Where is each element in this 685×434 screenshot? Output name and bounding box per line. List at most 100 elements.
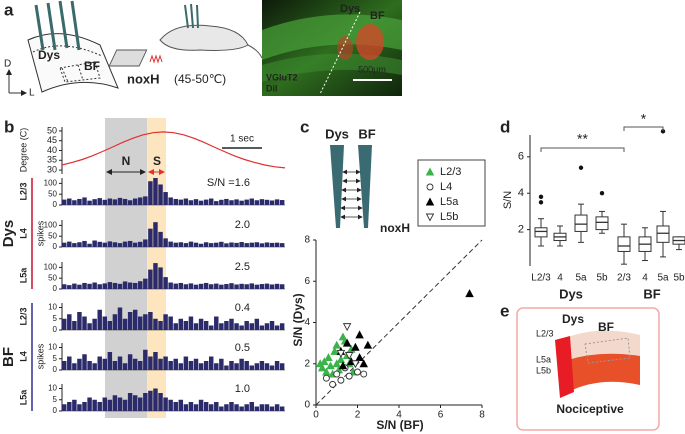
- region-label: BF: [84, 59, 100, 73]
- histogram-bar: [148, 269, 153, 289]
- x-tick-label: 2: [355, 410, 361, 421]
- histogram-bar: [163, 192, 168, 205]
- sn-label: 1.0: [235, 383, 250, 395]
- histogram-bar: [82, 282, 87, 289]
- histogram-bar: [249, 323, 254, 330]
- histogram-bar: [112, 282, 118, 289]
- y-tick-label: 35: [47, 155, 57, 165]
- box: [534, 227, 548, 238]
- y-tick-label: 100: [44, 179, 58, 188]
- histogram-bar: [259, 361, 265, 370]
- n-label: N: [122, 154, 131, 168]
- histogram-bar: [62, 404, 67, 411]
- histogram-bar: [87, 397, 92, 411]
- scatter-point: [342, 338, 352, 347]
- histogram-bar: [264, 199, 270, 205]
- histogram-bar: [158, 393, 163, 411]
- region-label: BF: [598, 320, 614, 334]
- histogram-bar: [97, 241, 102, 247]
- histogram-bar: [148, 181, 153, 205]
- scatter-point: [465, 289, 474, 298]
- histogram-bar: [107, 241, 113, 247]
- histogram-bar: [244, 243, 249, 247]
- y-tick-label: 2: [304, 358, 310, 369]
- histogram-bar: [117, 243, 123, 247]
- layer-label: L2/3: [18, 182, 28, 200]
- histogram-bar: [82, 240, 87, 247]
- box: [574, 214, 588, 232]
- histogram-bar: [148, 228, 153, 247]
- category-label: 4: [557, 273, 563, 284]
- histogram-bar: [279, 406, 285, 411]
- histogram-bar: [138, 241, 143, 247]
- x-tick-label: 6: [438, 410, 444, 421]
- histogram-bar: [168, 282, 173, 289]
- histogram-bar: [112, 199, 118, 205]
- outlier: [578, 165, 584, 170]
- scatter-point: [317, 363, 327, 372]
- scatter-point: [363, 340, 373, 349]
- histogram-bar: [274, 325, 280, 330]
- y-tick-label: 0: [53, 365, 58, 374]
- histogram-bar: [229, 402, 234, 411]
- y-tick-label: 0: [53, 325, 58, 334]
- histogram-bar: [203, 402, 209, 411]
- histogram-bar: [77, 284, 82, 289]
- histogram-bar: [219, 323, 224, 330]
- histogram-bar: [138, 281, 143, 289]
- histogram-bar: [178, 282, 184, 289]
- histogram-bar: [279, 363, 285, 370]
- category-label: 5b: [673, 273, 685, 284]
- histogram-bar: [132, 395, 138, 411]
- histogram-bar: [173, 323, 178, 330]
- histogram-bar: [72, 363, 77, 370]
- histogram-bar: [67, 198, 72, 205]
- y-tick-label: 5: [53, 395, 58, 404]
- histogram-bar: [188, 241, 194, 247]
- histogram-bar: [188, 402, 194, 411]
- histogram-bar: [254, 284, 260, 289]
- histogram-bar: [249, 365, 254, 370]
- group-label: Dys: [0, 220, 17, 248]
- scatter-point: [360, 370, 368, 378]
- box: [595, 216, 609, 231]
- histogram-bar: [87, 200, 92, 205]
- histogram-bar: [173, 402, 178, 411]
- histogram-bar: [143, 314, 148, 330]
- significance-label: **: [577, 131, 588, 147]
- histogram-bar: [62, 318, 67, 330]
- histogram-bar: [254, 363, 260, 370]
- histogram-bar: [203, 242, 209, 247]
- electrode-drawing: [330, 145, 372, 228]
- histogram-bar: [122, 363, 128, 370]
- layer-label: L4: [18, 228, 28, 239]
- histogram-bar: [178, 199, 184, 205]
- outlier: [538, 200, 544, 205]
- x-tick-label: 0: [313, 410, 319, 421]
- histogram-bar: [254, 200, 260, 205]
- histogram-bar: [77, 242, 82, 247]
- temperature-curve: [61, 131, 286, 169]
- histogram-bar: [72, 399, 77, 411]
- layer-label: L2/3: [536, 328, 554, 338]
- histogram-bar: [208, 243, 214, 247]
- histogram-bar: [132, 282, 138, 289]
- histogram-bar: [229, 361, 234, 370]
- histogram-bar: [122, 399, 128, 411]
- histogram-bar: [269, 406, 275, 411]
- x-tick-label: 4: [396, 410, 402, 421]
- histogram-bar: [132, 358, 138, 370]
- histogram-bar: [122, 198, 128, 205]
- category-label: L2/3: [531, 273, 551, 284]
- electrode-label: Dys: [325, 126, 349, 141]
- histogram-bar: [264, 242, 270, 247]
- histogram-bar: [198, 200, 204, 205]
- histogram-bar: [274, 404, 280, 411]
- histogram-bar: [229, 242, 234, 247]
- histogram-bar: [188, 361, 194, 370]
- y-tick-label: 10: [48, 343, 57, 352]
- histogram-bar: [188, 200, 194, 205]
- histogram-bar: [92, 282, 97, 289]
- histogram-bar: [264, 404, 270, 411]
- histogram-bar: [264, 283, 270, 289]
